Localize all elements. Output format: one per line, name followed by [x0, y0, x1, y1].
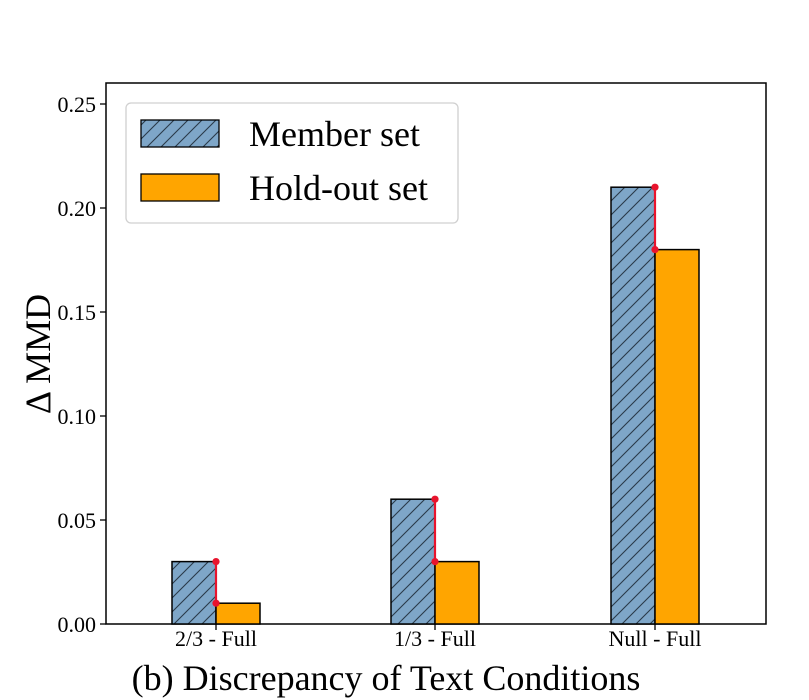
x-axis: 2/3 - Full 1/3 - Full Null - Full — [175, 624, 701, 651]
legend-swatch-hold-out-set — [140, 173, 220, 202]
gap-dot-top-2-3-full — [212, 558, 220, 566]
y-tick-label-0.20: 0.20 — [58, 196, 97, 221]
x-tick-label-1-3-full: 1/3 - Full — [394, 626, 476, 651]
gap-markers-layer — [212, 183, 659, 607]
y-tick-label-0.15: 0.15 — [58, 300, 97, 325]
x-axis-title: (b) Discrepancy of Text Conditions — [132, 658, 641, 698]
y-tick-label-0.00: 0.00 — [58, 612, 97, 637]
y-axis-title: Δ MMD — [18, 294, 58, 414]
legend: Member set Hold-out set — [125, 102, 459, 224]
bars-layer — [171, 186, 700, 625]
gap-dot-bottom-null-full — [651, 246, 659, 254]
x-tick-label-null-full: Null - Full — [609, 626, 702, 651]
gap-dot-bottom-1-3-full — [431, 558, 439, 566]
bar-member-set-1-3-full — [390, 498, 436, 625]
bar-hold-out-set-2-3-full — [215, 602, 261, 625]
legend-label-hold-out-set: Hold-out set — [249, 168, 428, 208]
y-axis: 0.00 0.05 0.10 0.15 0.20 0.25 — [58, 92, 106, 637]
legend-label-member-set: Member set — [249, 114, 420, 154]
y-tick-label-0.05: 0.05 — [58, 508, 97, 533]
bar-hold-out-set-null-full — [654, 248, 700, 625]
gap-dot-top-1-3-full — [431, 495, 439, 503]
x-tick-label-2-3-full: 2/3 - Full — [175, 626, 257, 651]
gap-dot-bottom-2-3-full — [212, 599, 220, 607]
bar-member-set-null-full — [610, 186, 656, 625]
y-tick-label-0.25: 0.25 — [58, 92, 97, 117]
bar-hold-out-set-1-3-full — [434, 560, 480, 625]
bar-member-set-2-3-full — [171, 560, 217, 625]
y-tick-label-0.10: 0.10 — [58, 404, 97, 429]
gap-dot-top-null-full — [651, 183, 659, 191]
legend-swatch-member-set — [140, 119, 220, 148]
